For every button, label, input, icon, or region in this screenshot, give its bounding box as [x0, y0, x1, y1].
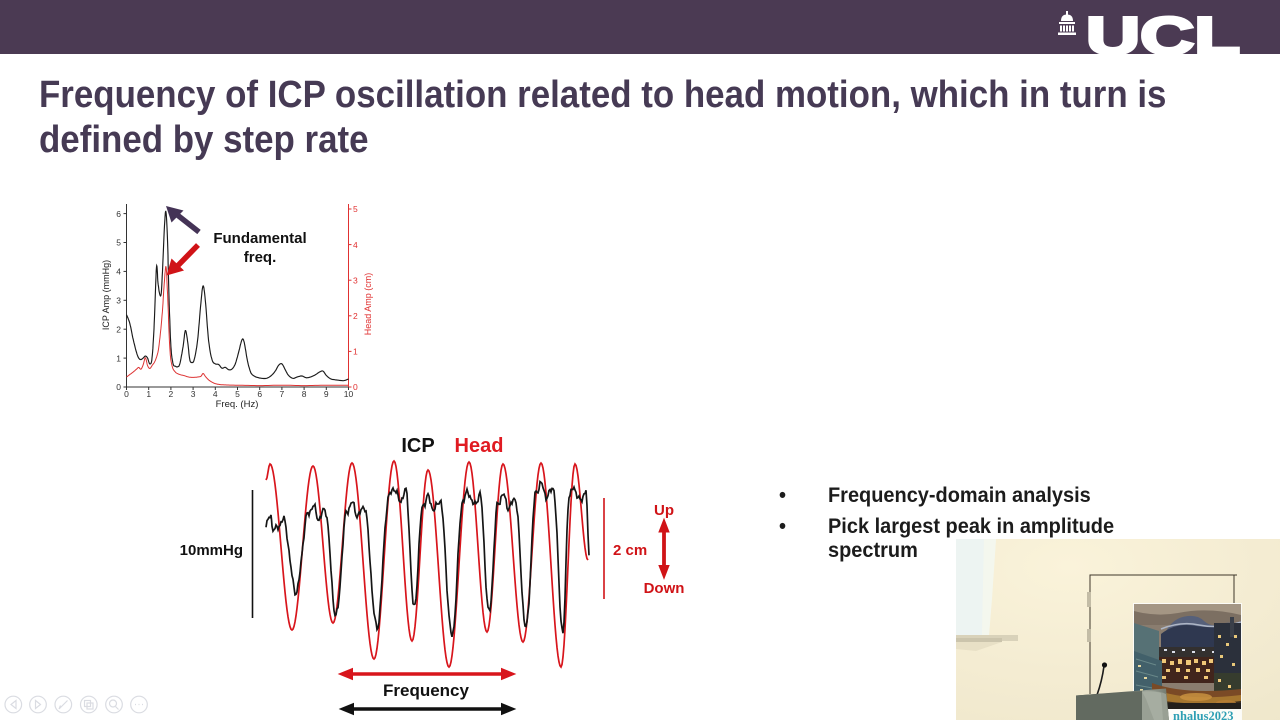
svg-text:Down: Down [644, 580, 685, 597]
svg-text:10mmHg: 10mmHg [180, 542, 243, 559]
svg-text:1: 1 [146, 389, 151, 399]
svg-text:0: 0 [353, 382, 358, 392]
svg-text:8: 8 [302, 389, 307, 399]
svg-text:nhalus2023: nhalus2023 [1173, 709, 1233, 720]
svg-text:7: 7 [280, 389, 285, 399]
svg-text:Frequency: Frequency [383, 681, 470, 700]
svg-text:5: 5 [235, 389, 240, 399]
svg-text:Freq. (Hz): Freq. (Hz) [216, 399, 259, 410]
svg-text:ICP Amp (mmHg): ICP Amp (mmHg) [101, 260, 111, 330]
svg-text:1: 1 [116, 353, 121, 363]
svg-text:6: 6 [116, 209, 121, 219]
svg-text:10: 10 [344, 389, 354, 399]
svg-text:freq.: freq. [244, 249, 277, 266]
svg-text:5: 5 [116, 238, 121, 248]
svg-text:0: 0 [124, 389, 129, 399]
svg-text:3: 3 [191, 389, 196, 399]
svg-text:4: 4 [213, 389, 218, 399]
svg-text:0: 0 [116, 382, 121, 392]
svg-text:5: 5 [353, 204, 358, 214]
svg-text:4: 4 [353, 240, 358, 250]
svg-text:Head Amp (cm): Head Amp (cm) [363, 273, 373, 336]
svg-text:3: 3 [116, 296, 121, 306]
svg-text:2: 2 [353, 311, 358, 321]
svg-text:ICP: ICP [401, 435, 434, 457]
svg-text:9: 9 [324, 389, 329, 399]
svg-text:6: 6 [257, 389, 262, 399]
svg-text:4: 4 [116, 267, 121, 277]
svg-text:2: 2 [169, 389, 174, 399]
svg-text:Up: Up [654, 502, 674, 519]
svg-text:Head: Head [455, 435, 504, 457]
svg-text:Fundamental: Fundamental [213, 230, 306, 247]
svg-text:2: 2 [116, 324, 121, 334]
svg-text:1: 1 [353, 347, 358, 357]
svg-text:UCL: UCL [1086, 7, 1240, 54]
svg-text:2 cm: 2 cm [613, 542, 647, 559]
svg-text:3: 3 [353, 275, 358, 285]
